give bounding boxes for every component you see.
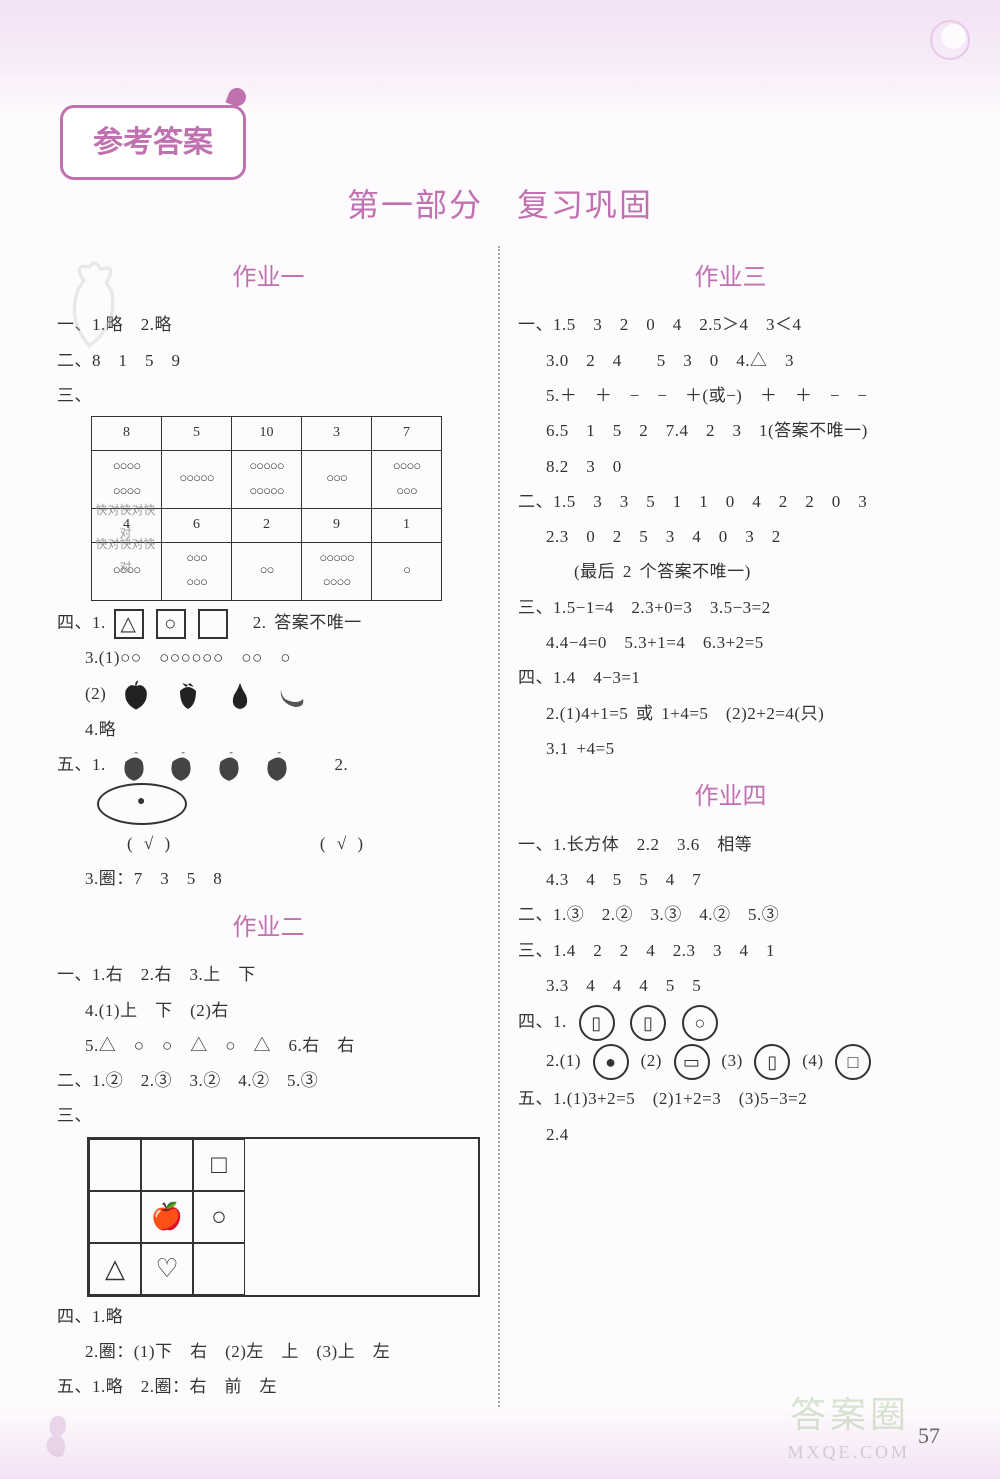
empty-box-icon (198, 609, 228, 639)
pear-icon (224, 679, 256, 711)
sphere-circle-icon: ○ (682, 1005, 718, 1041)
hw3-title: 作业三 (518, 256, 943, 302)
text-line: 6.5 1 5 2 7.4 2 3 1(答案不唯一) (518, 415, 943, 447)
grid-cell (193, 1243, 245, 1295)
text-line: 二、8 1 5 9 (57, 345, 480, 377)
can-circle-icon: ▯ (754, 1044, 790, 1080)
grid-cell: □ (193, 1139, 245, 1191)
right-column: 作业三 一、1.5 3 2 0 4 2.5＞4 3＜4 3.0 2 4 5 3 … (500, 246, 955, 1407)
part-title: 第一部分 复习巩固 (0, 175, 1000, 236)
text-line: 2.(1) ● (2) ▭ (3) ▯ (4) □ (518, 1044, 943, 1080)
watermark-text: 快对快对快对 (90, 533, 161, 579)
cylinder-circle-icon: ▯ (579, 1005, 615, 1041)
text-line: 4.略 (57, 714, 480, 746)
text-line: 三、 (57, 1100, 480, 1132)
text-line: 二、1.② 2.③ 3.② 4.② 5.③ (57, 1065, 480, 1097)
cube-circle-icon: □ (835, 1044, 871, 1080)
text-line: 二、1.5 3 3 5 1 1 0 4 2 2 0 3 (518, 486, 943, 518)
text-line: 一、1.略 2.略 (57, 309, 480, 341)
text-line: 2.圈：(1)下 右 (2)左 上 (3)上 左 (57, 1336, 480, 1368)
position-grid: □ 🍎 ○ △ ♡ (87, 1137, 480, 1297)
text-line: 四、1. ▯ ▯ ○ (518, 1005, 943, 1041)
peach-icon (260, 749, 294, 783)
text-line: 三、1.4 2 2 4 2.3 3 4 1 (518, 935, 943, 967)
peach-icon (212, 749, 246, 783)
grid-cell-apple: 🍎 (141, 1191, 193, 1243)
hw1-title: 作业一 (57, 256, 480, 302)
grid-cell (89, 1191, 141, 1243)
apple-icon (120, 679, 152, 711)
content-columns: 作业一 一、1.略 2.略 二、8 1 5 9 三、 85 103 7 ○○○○… (0, 246, 1000, 1407)
table-row: 85 103 7 (92, 417, 442, 451)
table-row: 快对快对快对○○○○ ○○○○○○ ○○ ○○○○○○○○○ ○ (92, 542, 442, 600)
moon-icon (930, 20, 970, 60)
text-line: 四、1.4 4−3=1 (518, 662, 943, 694)
text-line: 五、1. 2. (57, 749, 480, 825)
text-line: 二、1.③ 2.② 3.③ 4.② 5.③ (518, 899, 943, 931)
left-column: 作业一 一、1.略 2.略 二、8 1 5 9 三、 85 103 7 ○○○○… (45, 246, 500, 1407)
checkmark: ( √ ) (127, 834, 172, 853)
text-line: 4.(1)上 下 (2)右 (57, 995, 480, 1027)
text-line: 2.3 0 2 5 3 4 0 3 2 (518, 521, 943, 553)
text-line: 一、1.长方体 2.2 3.6 相等 (518, 829, 943, 861)
text-line: 四、1.略 (57, 1301, 480, 1333)
strawberry-icon (172, 679, 204, 711)
fruit-row: (2) (57, 678, 480, 711)
text-line: 五、1.(1)3+2=5 (2)1+2=3 (3)5−3=2 (518, 1083, 943, 1115)
grid-cell (141, 1139, 193, 1191)
grid-cell: ♡ (141, 1243, 193, 1295)
text-line: 3.(1)○○ ○○○○○○ ○○ ○ (57, 642, 480, 674)
text-line: 3.圈：7 3 5 8 (57, 863, 480, 895)
header-band (0, 0, 1000, 115)
text-line: 3.0 2 4 5 3 0 4.△ 3 (518, 345, 943, 377)
triangle-box-icon (114, 609, 144, 639)
text-line: 四、1. 2. 答案不唯一 (57, 607, 480, 639)
shape-boxes (114, 609, 228, 639)
ball-circle-icon: ● (593, 1044, 629, 1080)
genie-icon (38, 1411, 78, 1461)
text-line: 3.1 +4=5 (518, 733, 943, 765)
page-title-badge: 参考答案 (60, 105, 246, 180)
tick-row: ( √ ) ( √ ) (57, 828, 480, 860)
hw2-title: 作业二 (57, 906, 480, 952)
text-line: 8.2 3 0 (518, 451, 943, 483)
grid-cell: △ (89, 1243, 141, 1295)
text-line: 3.3 4 4 4 5 5 (518, 970, 943, 1002)
text-line: (最后 2 个答案不唯一) (518, 556, 943, 588)
text-line: 2.4 (518, 1119, 943, 1151)
cylinder-circle-icon: ▯ (630, 1005, 666, 1041)
text-line: 5.△ ○ ○ △ ○ △ 6.右 右 (57, 1030, 480, 1062)
grid-cell: ○ (193, 1191, 245, 1243)
hw4-title: 作业四 (518, 775, 943, 821)
text-line: 5.＋ ＋ − − ＋(或−) ＋ ＋ − − (518, 380, 943, 412)
answer-table: 85 103 7 ○○○○○○○○ ○○○○○ ○○○○○○○○○○ ○○○ ○… (91, 416, 442, 601)
circle-box-icon (156, 609, 186, 639)
text-line: 五、1.略 2.圈：右 前 左 (57, 1371, 480, 1403)
banana-icon (275, 679, 307, 711)
text-line: 三、1.5−1=4 2.3+0=3 3.5−3=2 (518, 592, 943, 624)
grid-cell (89, 1139, 141, 1191)
text-line: 一、1.右 2.右 3.上 下 (57, 959, 480, 991)
text-line: 三、 (57, 380, 480, 412)
text-line: 4.4−4=0 5.3+1=4 6.3+2=5 (518, 627, 943, 659)
checkmark: ( √ ) (320, 834, 365, 853)
peach-icon (164, 749, 198, 783)
text-line: 一、1.5 3 2 0 4 2.5＞4 3＜4 (518, 309, 943, 341)
text-line: 4.3 4 5 5 4 7 (518, 864, 943, 896)
footer-band (0, 1409, 1000, 1479)
page-number: 57 (918, 1415, 940, 1457)
text-line: 2.(1)4+1=5 或 1+4=5 (2)2+2=4(只) (518, 698, 943, 730)
peach-icon (117, 749, 151, 783)
box-circle-icon: ▭ (674, 1044, 710, 1080)
plate-icon (97, 783, 187, 825)
